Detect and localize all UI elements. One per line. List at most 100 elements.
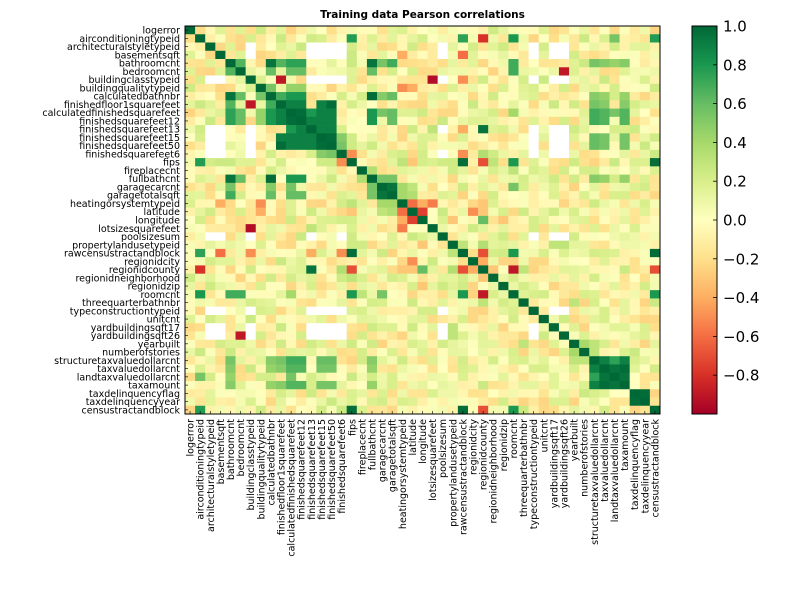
heatmap-cell (225, 224, 236, 233)
heatmap-cell (346, 248, 358, 258)
heatmap-cell (265, 323, 277, 332)
heatmap-cell (407, 50, 418, 60)
heatmap-cell (205, 240, 216, 250)
heatmap-cell (589, 215, 600, 225)
heatmap-cell (397, 116, 408, 126)
heatmap-cell (195, 59, 206, 68)
heatmap-cell (427, 158, 439, 167)
y-tick-label: regionidcounty (109, 265, 181, 276)
heatmap-cell (569, 265, 580, 275)
heatmap-cell (265, 257, 277, 266)
heatmap-cell (366, 364, 378, 374)
heatmap-cell (225, 405, 236, 415)
heatmap-cell (265, 248, 277, 258)
heatmap-cell (427, 257, 439, 266)
colorbar-segment (692, 317, 717, 320)
heatmap-cell (407, 116, 418, 126)
heatmap-cell (296, 281, 307, 291)
heatmap-cell (387, 290, 398, 299)
heatmap-cell (569, 149, 580, 159)
heatmap-cell (488, 356, 499, 365)
heatmap-cell (215, 372, 226, 382)
heatmap-cell (275, 281, 287, 291)
heatmap-cell (508, 331, 519, 341)
heatmap-cell (245, 389, 257, 398)
colorbar-segment (692, 144, 717, 147)
heatmap-cell (528, 356, 540, 365)
heatmap-cell (356, 248, 368, 258)
heatmap-cell (498, 215, 509, 225)
heatmap-cell (286, 158, 297, 167)
heatmap-cell (255, 397, 267, 407)
heatmap-cell (336, 323, 348, 332)
heatmap-cell (397, 158, 408, 167)
heatmap-cell (366, 290, 378, 299)
colorbar-segment (692, 29, 717, 33)
heatmap-cell (215, 133, 226, 142)
y-tick-label: yardbuildingsqft26 (91, 331, 180, 342)
heatmap-cell (387, 59, 398, 68)
heatmap-cell (407, 174, 418, 184)
heatmap-cell (437, 405, 449, 415)
heatmap-cell (498, 273, 509, 283)
heatmap-cell (195, 339, 206, 349)
heatmap-cell (457, 372, 469, 382)
heatmap-cell (589, 166, 600, 175)
heatmap-cell (467, 380, 479, 390)
heatmap-cell (528, 207, 540, 217)
heatmap-cell (356, 273, 368, 283)
heatmap-cell (467, 141, 479, 151)
heatmap-cell (569, 405, 580, 415)
colorbar-segment (692, 126, 717, 130)
colorbar-segment (692, 262, 717, 266)
heatmap-cell (205, 182, 216, 192)
heatmap-cell (528, 339, 540, 349)
heatmap-cell (275, 191, 287, 200)
heatmap-cell (205, 306, 216, 316)
x-tick-label: calculatedfinishedsquarefeet (287, 419, 298, 557)
colorbar-segment (692, 187, 717, 190)
heatmap-cell (457, 224, 469, 233)
heatmap-cell (629, 166, 641, 175)
y-tick-label: taxvaluedollarcnt (97, 364, 180, 375)
heatmap-cell (558, 50, 570, 60)
heatmap-cell (457, 133, 469, 142)
heatmap-cell (457, 83, 469, 93)
heatmap-cell (488, 389, 499, 398)
heatmap-cell (538, 323, 550, 332)
heatmap-cell (558, 182, 570, 192)
heatmap-cell (255, 380, 267, 390)
y-tick-label: landtaxvaluedollarcnt (77, 372, 181, 383)
heatmap-cell (467, 257, 479, 266)
heatmap-cell (478, 59, 489, 68)
heatmap-cell (569, 207, 580, 217)
colorbar-segment (692, 225, 717, 229)
colorbar-segment (692, 39, 717, 42)
heatmap-cell (185, 133, 196, 142)
heatmap-cell (316, 356, 327, 365)
heatmap-cell (579, 59, 590, 68)
heatmap-cell (569, 92, 580, 101)
heatmap-cell (296, 331, 307, 341)
heatmap-cell (538, 191, 550, 200)
heatmap-cell (589, 306, 600, 316)
heatmap-cell (255, 199, 267, 208)
heatmap-cell (397, 397, 408, 407)
heatmap-cell (569, 273, 580, 283)
heatmap-cell (195, 347, 206, 357)
heatmap-cell (215, 273, 226, 283)
heatmap-cell (427, 174, 439, 184)
heatmap-cell (579, 380, 590, 390)
heatmap-cell (316, 281, 327, 291)
colorbar-segment (692, 183, 717, 186)
heatmap-cell (255, 67, 267, 76)
heatmap-cell (437, 215, 449, 225)
heatmap-cell (498, 133, 509, 142)
heatmap-cell (245, 100, 257, 109)
heatmap-cell (377, 215, 388, 225)
heatmap-cell (498, 26, 509, 35)
heatmap-cell (255, 314, 267, 324)
heatmap-cell (407, 182, 418, 192)
heatmap-cell (518, 232, 529, 241)
